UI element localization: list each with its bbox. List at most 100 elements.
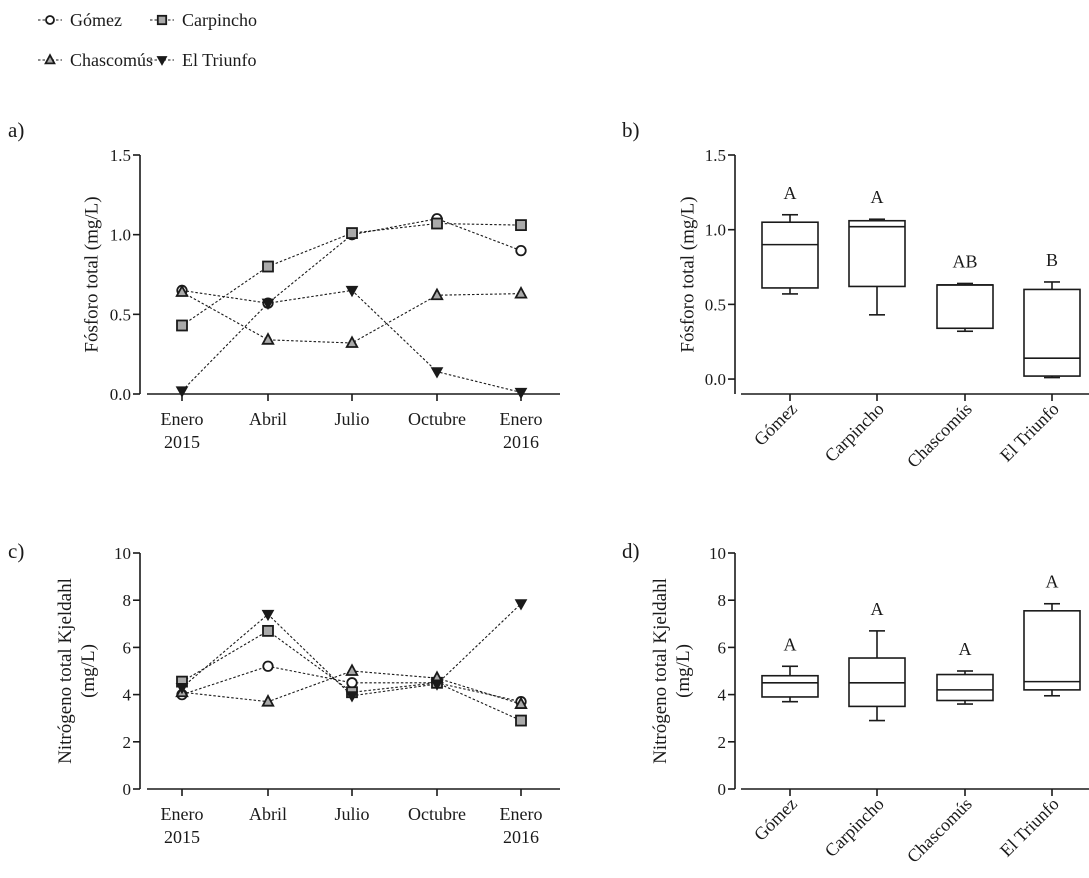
box-iqr (848, 219, 906, 288)
data-point-chascomus (345, 663, 359, 676)
data-point-chascomus (430, 287, 444, 301)
panel-b: b) 0.0 0.5 1.0 1.5 Fósforo total (mg/L) A Gómez… (622, 118, 1089, 472)
data-point-carpincho (515, 714, 527, 727)
significance-letter: A (871, 187, 884, 207)
x-tick-label: Abril (249, 409, 287, 429)
box-carpincho: A (848, 599, 906, 722)
panel-d: d) 0 2 4 6 8 10 Nitrógeno total Kjeldahl (mg/L) A… (622, 539, 1089, 867)
y-tick-label: 1.5 (110, 146, 131, 165)
y-axis-title: Fósforo total (mg/L) (678, 196, 699, 352)
box-iqr (936, 284, 994, 330)
data-point-chascomus (175, 284, 189, 297)
box-el-triunfo: A (1023, 572, 1081, 697)
legend-marker-triangle-up (44, 53, 56, 65)
x-tick-label: 2016 (503, 432, 539, 452)
data-point-gomez (262, 660, 274, 672)
box-iqr (1023, 610, 1081, 691)
y-tick-label: 0.5 (705, 295, 726, 314)
y-tick-label: 10 (709, 544, 726, 563)
data-point-el-triunfo (345, 691, 359, 703)
y-tick-label: 1.0 (110, 226, 131, 245)
data-point-el-triunfo (514, 599, 528, 611)
y-axis-title: (mg/L) (78, 644, 99, 698)
legend-item-el-triunfo: El Triunfo (150, 50, 257, 70)
data-point-carpincho (346, 227, 358, 239)
significance-letter: AB (952, 251, 977, 271)
y-axis-title: Nitrógeno total Kjeldahl (55, 578, 76, 764)
significance-letter: A (784, 183, 797, 203)
x-tick-label: El Triunfo (996, 399, 1063, 466)
y-tick-label: 0.0 (110, 385, 131, 404)
x-tick-label: Enero (500, 409, 543, 429)
box-iqr (936, 673, 994, 702)
box-iqr (1023, 288, 1081, 377)
data-point-chascomus (514, 285, 528, 299)
y-axis-title: (mg/L) (673, 644, 694, 698)
y-tick-label: 10 (114, 544, 131, 563)
panel-label: c) (8, 539, 24, 563)
x-tick-label: Gómez (750, 399, 801, 450)
y-tick-label: 6 (718, 638, 727, 657)
data-point-gomez (346, 677, 358, 689)
y-tick-label: 0 (718, 780, 727, 799)
data-point-el-triunfo (261, 609, 275, 622)
box-gomez: A (761, 634, 819, 703)
y-tick-label: 1.0 (705, 221, 726, 240)
series-line-chascomus (181, 291, 522, 344)
data-point-el-triunfo (430, 679, 444, 691)
x-tick-label: Enero (161, 409, 204, 429)
legend-label: El Triunfo (182, 50, 257, 70)
box-el-triunfo: B (1023, 250, 1081, 379)
data-point-chascomus (345, 335, 359, 348)
data-point-el-triunfo (261, 298, 275, 310)
legend-marker-circle (45, 15, 55, 25)
data-point-chascomus (261, 694, 275, 707)
significance-letter: A (784, 634, 797, 654)
x-tick-label: Abril (249, 804, 287, 824)
legend-marker-square (156, 14, 168, 26)
x-tick-label: Carpincho (821, 794, 888, 861)
x-tick-label: Carpincho (821, 399, 888, 466)
y-tick-label: 0 (123, 780, 132, 799)
legend-marker-triangle-down (156, 56, 168, 66)
x-tick-label: Gómez (750, 794, 801, 845)
y-tick-label: 1.5 (705, 146, 726, 165)
data-point-chascomus (261, 332, 275, 345)
y-axis-title: Nitrógeno total Kjeldahl (650, 578, 671, 764)
x-tick-label: 2015 (164, 432, 200, 452)
data-point-carpincho (176, 319, 188, 332)
box-carpincho: A (848, 187, 906, 316)
y-tick-label: 2 (718, 733, 727, 752)
y-tick-label: 0.5 (110, 305, 131, 324)
legend-item-gomez: Gómez (38, 10, 122, 30)
data-point-el-triunfo (175, 386, 189, 398)
data-point-el-triunfo (430, 367, 444, 379)
y-tick-label: 8 (718, 591, 727, 610)
box-chascomus: A (936, 639, 994, 705)
data-point-carpincho (262, 624, 274, 637)
panel-a: a) 0.0 0.5 1.0 1.5 Fósforo total (mg/L) Enero 2… (8, 118, 560, 452)
panel-label: d) (622, 539, 640, 563)
x-tick-label: Octubre (408, 804, 466, 824)
y-axis-title: Fósforo total (mg/L) (82, 196, 103, 352)
box-iqr (761, 221, 819, 289)
significance-letter: A (1046, 572, 1059, 592)
data-point-carpincho (262, 260, 274, 273)
legend-item-carpincho: Carpincho (150, 10, 257, 30)
box-gomez: A (761, 183, 819, 295)
y-tick-label: 8 (123, 591, 132, 610)
significance-letter: A (959, 639, 972, 659)
data-point-chascomus (514, 696, 528, 709)
data-point-carpincho (431, 217, 443, 230)
box-iqr (761, 674, 819, 698)
y-tick-label: 2 (123, 733, 132, 752)
data-point-el-triunfo (175, 683, 189, 695)
significance-letter: A (871, 599, 884, 619)
x-tick-label: Chascomús (903, 794, 976, 867)
y-tick-label: 0.0 (705, 370, 726, 389)
x-tick-label: Octubre (408, 409, 466, 429)
y-tick-label: 4 (718, 686, 727, 705)
x-tick-label: Enero (500, 804, 543, 824)
box-chascomus: AB (936, 251, 994, 333)
